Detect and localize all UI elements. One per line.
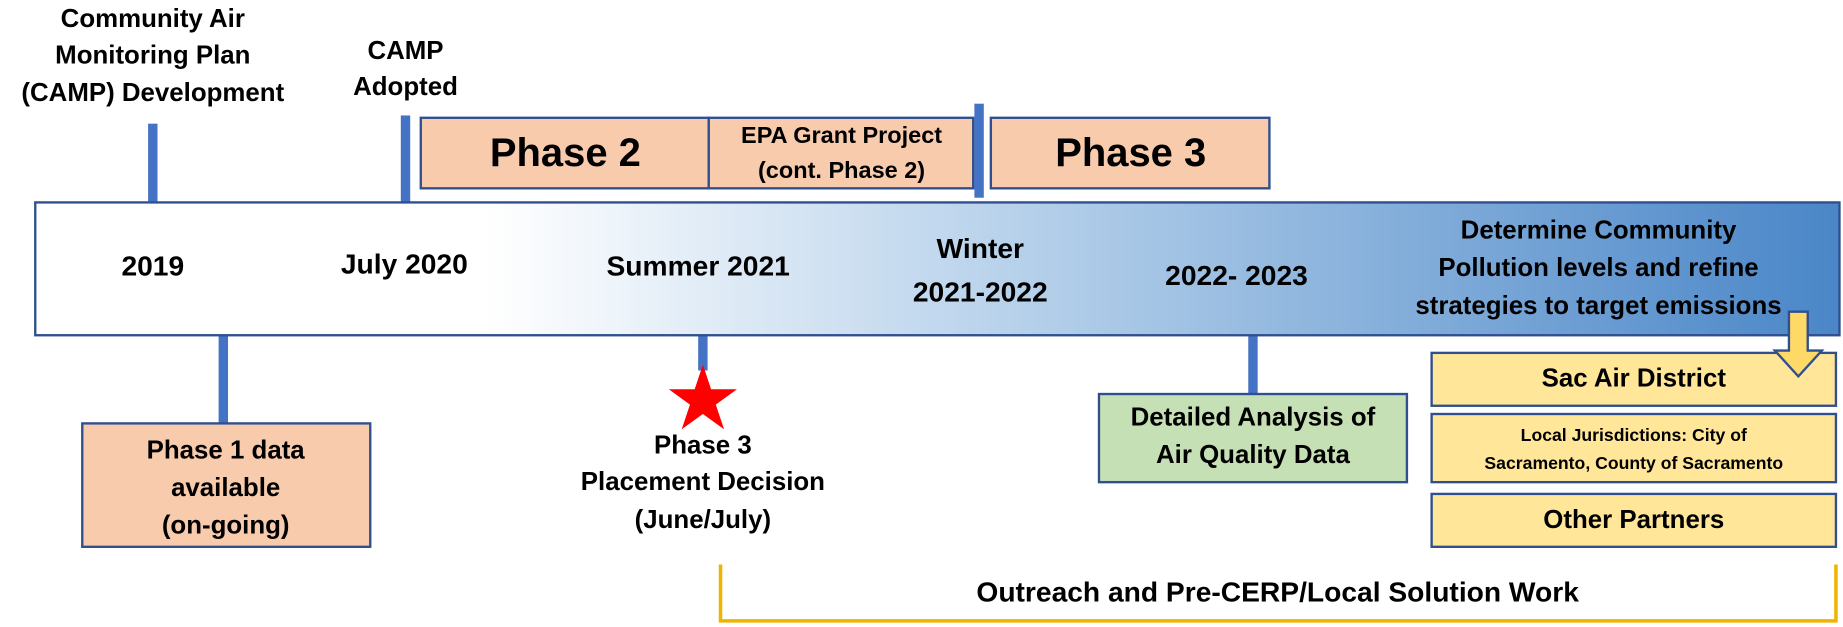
milestone-label: Adopted xyxy=(353,73,458,101)
timeline-label: July 2020 xyxy=(341,247,468,279)
phase-label: EPA Grant Project xyxy=(741,122,942,148)
connector xyxy=(698,335,708,371)
phase-box xyxy=(419,116,710,190)
milestone-label: CAMP xyxy=(367,37,443,65)
connector xyxy=(974,103,984,198)
connector xyxy=(148,123,158,203)
phase-label: Phase 2 xyxy=(490,131,641,175)
partner-label: Sacramento, County of Sacramento xyxy=(1484,453,1783,473)
box-label: Air Quality Data xyxy=(1156,441,1351,469)
milestone-label: Community Air xyxy=(61,5,245,33)
down-arrow xyxy=(1772,310,1825,379)
box-label: Phase 1 data xyxy=(147,436,306,464)
milestone-label: Monitoring Plan xyxy=(55,42,250,70)
connector xyxy=(400,115,411,203)
phase-box xyxy=(989,116,1271,190)
labels: Community Air Monitoring Plan (CAMP) Devel… xyxy=(21,5,1783,607)
milestone-label: (CAMP) Development xyxy=(21,79,284,107)
timeline-bar xyxy=(34,201,1841,337)
timeline-label: 2021-2022 xyxy=(913,276,1048,308)
bracket-label: Outreach and Pre-CERP/Local Solution Wor… xyxy=(976,575,1579,607)
timeline-label: Pollution levels and refine xyxy=(1438,254,1758,282)
phase1-box xyxy=(81,422,372,548)
timeline-label: Summer 2021 xyxy=(607,250,790,282)
timeline-label: Determine Community xyxy=(1461,217,1737,245)
timeline-label: strategies to target emissions xyxy=(1415,292,1781,320)
partner-box xyxy=(1430,351,1838,407)
partner-box xyxy=(1430,412,1838,484)
partner-label: Local Jurisdictions: City of xyxy=(1521,425,1747,445)
analysis-box xyxy=(1097,392,1409,484)
phase-box xyxy=(707,116,975,190)
phase-label: (cont. Phase 2) xyxy=(758,157,925,183)
box-label: (on-going) xyxy=(162,512,290,540)
bracket xyxy=(718,564,1838,623)
timeline-label: 2019 xyxy=(121,250,184,282)
milestone-label: Phase 3 xyxy=(654,432,752,460)
box-label: available xyxy=(171,474,280,502)
connector xyxy=(218,335,229,424)
star xyxy=(668,364,737,430)
connector xyxy=(1248,335,1258,395)
timeline-label: Winter xyxy=(937,232,1024,264)
phase-label: Phase 3 xyxy=(1055,131,1206,175)
partner-label: Other Partners xyxy=(1543,506,1724,534)
partner-box xyxy=(1430,492,1838,548)
partner-label: Sac Air District xyxy=(1542,365,1727,393)
milestone-label: (June/July) xyxy=(635,506,771,534)
box-label: Detailed Analysis of xyxy=(1131,404,1376,432)
milestone-label: Placement Decision xyxy=(581,468,825,496)
timeline-label: 2022- 2023 xyxy=(1165,259,1308,291)
